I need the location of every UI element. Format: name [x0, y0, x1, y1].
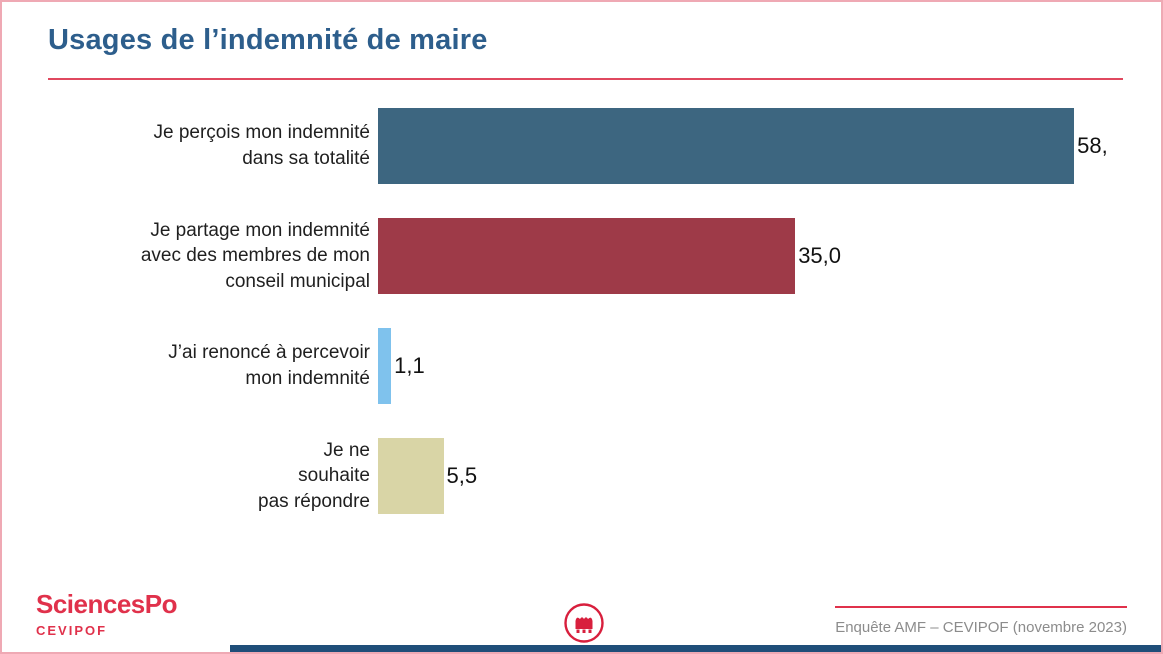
bar-track: 35,0 [370, 218, 1161, 294]
bar-track: 5,5 [370, 438, 1161, 514]
bar [378, 108, 1075, 184]
bar [378, 438, 444, 514]
bar-track: 58, [370, 108, 1161, 184]
sciencespo-logo-text: SciencesPo [36, 589, 177, 619]
title-divider [48, 78, 1123, 80]
category-label: Je ne souhaite pas répondre [258, 439, 370, 512]
bar-chart: Je perçois mon indemnité dans sa totalit… [40, 108, 1161, 514]
sciencespo-logo: SciencesPo CEVIPOF [36, 589, 177, 638]
category-label: Je partage mon indemnité avec des membre… [140, 219, 370, 292]
category-label: J’ai renoncé à percevoir mon indemnité [168, 342, 370, 389]
bar-value: 5,5 [446, 463, 478, 488]
chart-row: Je perçois mon indemnité dans sa totalit… [40, 108, 1161, 184]
lion-fox-emblem-icon [564, 603, 604, 643]
source-text: Enquête AMF – CEVIPOF (novembre 2023) [835, 619, 1127, 636]
chart-row: Je ne souhaite pas répondre 5,5 [40, 438, 1161, 514]
bar-value: 58, [1077, 133, 1108, 158]
source-divider [835, 606, 1127, 608]
page-title: Usages de l’indemnité de maire [48, 24, 488, 56]
chart-row: J’ai renoncé à percevoir mon indemnité 1… [40, 328, 1161, 404]
chart-row: Je partage mon indemnité avec des membre… [40, 218, 1161, 294]
source-block: Enquête AMF – CEVIPOF (novembre 2023) [835, 606, 1127, 636]
bar-track: 1,1 [370, 328, 1161, 404]
bar [378, 328, 392, 404]
bottom-strip [230, 645, 1161, 652]
cevipof-logo-text: CEVIPOF [36, 623, 108, 638]
bar-value: 1,1 [394, 353, 425, 378]
category-label: Je perçois mon indemnité dans sa totalit… [153, 122, 371, 169]
slide-header: Usages de l’indemnité de maire [2, 2, 1161, 80]
bar [378, 218, 796, 294]
bar-value: 35,0 [798, 243, 842, 268]
